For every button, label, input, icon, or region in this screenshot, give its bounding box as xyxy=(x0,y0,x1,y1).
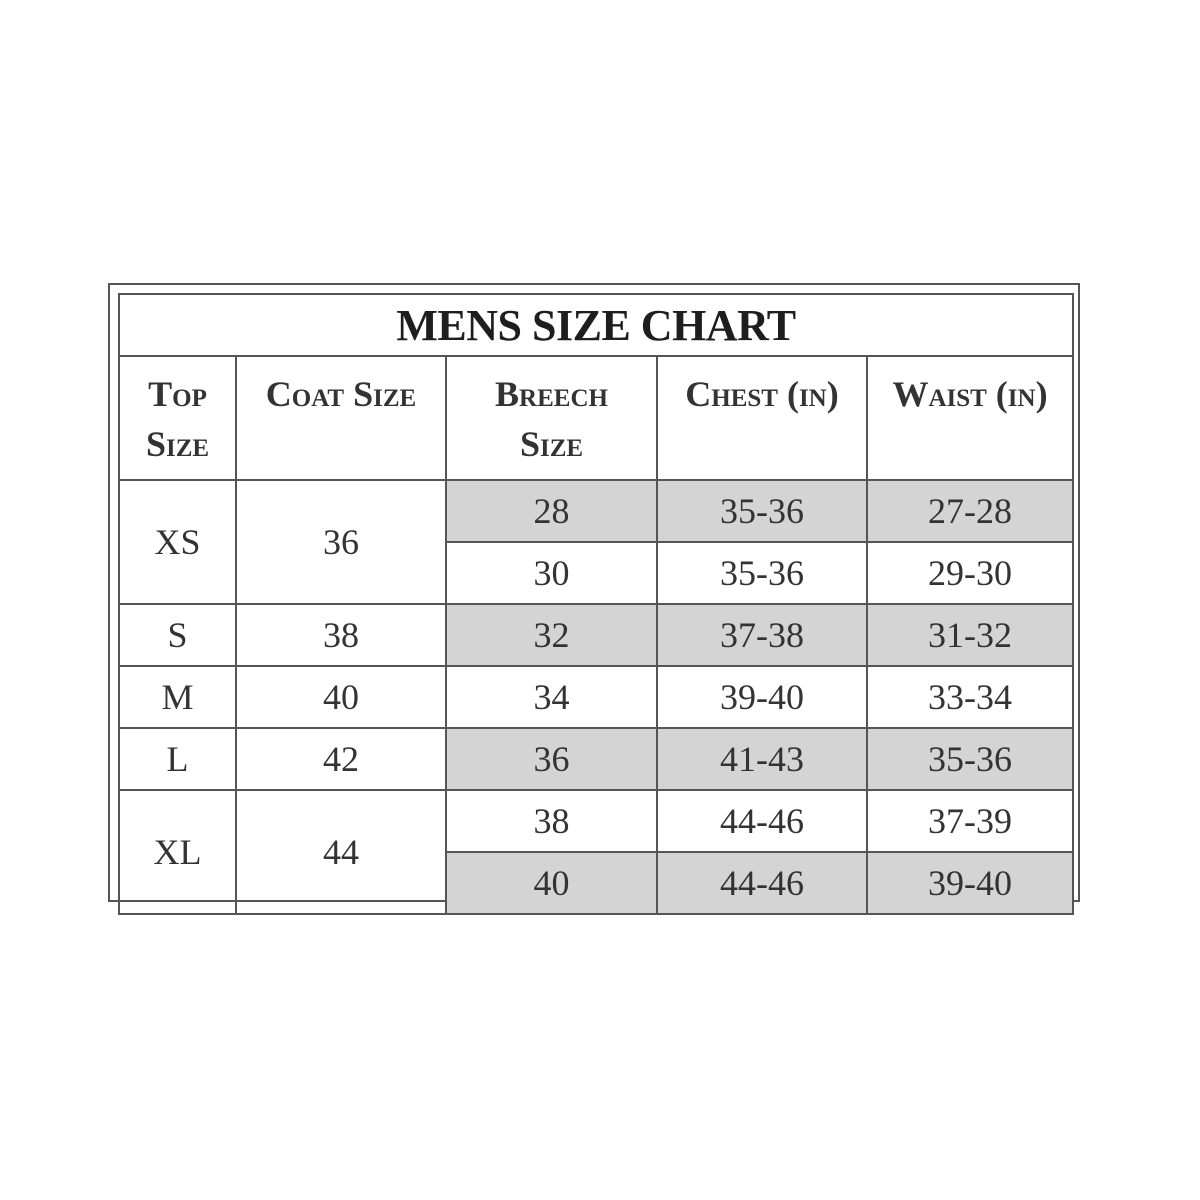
cell-breech-size: 34 xyxy=(445,665,658,729)
table-row: 30 35-36 29-30 xyxy=(119,541,1075,605)
cell-top-size: XL xyxy=(118,789,237,915)
table-row: 40 44-46 39-40 xyxy=(119,851,1075,915)
cell-chest: 37-38 xyxy=(656,603,868,667)
table-row: L 42 36 41-43 35-36 xyxy=(118,727,1075,791)
cell-waist: 29-30 xyxy=(865,541,1075,605)
cell-top-size: L xyxy=(118,727,237,791)
header-text: Chest (in) xyxy=(685,374,839,414)
cell-top-size: S xyxy=(118,603,237,667)
cell-coat-size: 38 xyxy=(235,603,447,667)
header-chest: Chest (in) xyxy=(656,355,868,481)
table-row: XL 44 38 44-46 37-39 xyxy=(118,789,1075,915)
cell-chest: 39-40 xyxy=(656,665,868,729)
header-text: Breech xyxy=(495,374,608,414)
header-text: Top xyxy=(148,374,207,414)
cell-chest: 35-36 xyxy=(656,541,868,605)
cell-breech-size: 38 xyxy=(445,789,658,853)
cell-waist: 37-39 xyxy=(865,789,1075,853)
header-breech-size: Breech Size xyxy=(445,355,658,481)
header-waist: Waist (in) xyxy=(865,355,1075,481)
cell-breech-size: 28 xyxy=(445,479,658,543)
header-text: Waist (in) xyxy=(892,374,1048,414)
cell-chest: 44-46 xyxy=(656,789,868,853)
chart-title: MENS SIZE CHART xyxy=(117,293,1075,357)
cell-coat-size: 42 xyxy=(235,727,447,791)
cell-coat-size: 44 xyxy=(235,789,447,915)
header-text: Size xyxy=(519,424,584,464)
table-row: M 40 34 39-40 33-34 xyxy=(118,665,1075,729)
cell-breech-size: 30 xyxy=(445,541,658,605)
table-row: S 38 32 37-38 31-32 xyxy=(118,603,1075,667)
table-row: XS 36 28 35-36 27-28 xyxy=(118,479,1075,605)
size-chart-table: MENS SIZE CHART Top Size Coat Size Breech Si… xyxy=(117,293,1075,915)
cell-chest: 41-43 xyxy=(656,727,868,791)
cell-waist: 27-28 xyxy=(865,479,1075,543)
cell-chest: 35-36 xyxy=(656,479,868,543)
header-text: Size xyxy=(145,424,210,464)
cell-waist: 33-34 xyxy=(865,665,1075,729)
cell-breech-size: 40 xyxy=(445,851,658,915)
cell-breech-size: 32 xyxy=(445,603,658,667)
cell-top-size: XS xyxy=(118,479,237,605)
header-text: Coat Size xyxy=(265,374,417,414)
header-coat-size: Coat Size xyxy=(235,355,447,481)
cell-waist: 31-32 xyxy=(865,603,1075,667)
cell-waist: 39-40 xyxy=(865,851,1075,915)
cell-breech-size: 36 xyxy=(445,727,658,791)
cell-chest: 44-46 xyxy=(656,851,868,915)
header-top-size: Top Size xyxy=(118,355,237,481)
cell-coat-size: 36 xyxy=(235,479,447,605)
cell-coat-size: 40 xyxy=(235,665,447,729)
cell-waist: 35-36 xyxy=(865,727,1075,791)
cell-top-size: M xyxy=(118,665,237,729)
